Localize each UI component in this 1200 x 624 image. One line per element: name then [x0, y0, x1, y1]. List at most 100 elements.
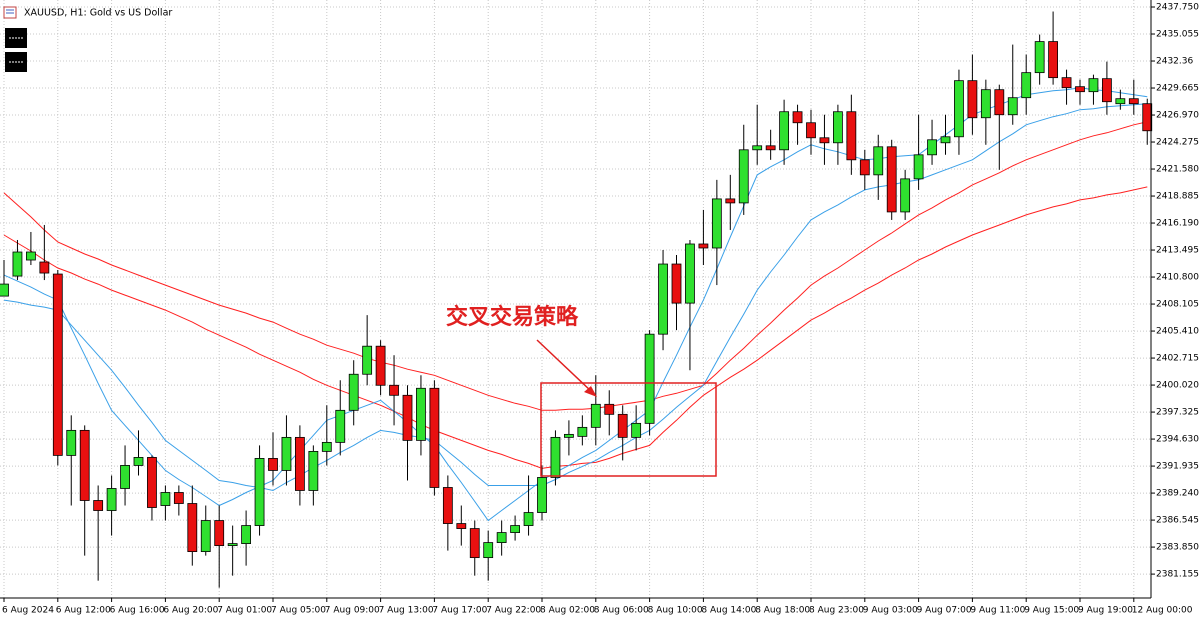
y-tick-label: 2397.325 [1156, 408, 1199, 418]
y-tick-label: 2405.410 [1156, 327, 1199, 337]
candle-body [1007, 97, 1018, 116]
candle-body [402, 394, 413, 441]
y-tick-label: 2389.240 [1156, 489, 1199, 499]
y-tick-label: 2432.36 [1156, 57, 1193, 67]
x-tick-label: 7 Aug 13:00 [379, 606, 434, 616]
candle-body [348, 373, 359, 411]
y-tick-label: 2381.155 [1156, 570, 1199, 580]
moving-average [3, 121, 1148, 411]
y-tick-label: 2402.715 [1156, 354, 1199, 364]
candle-body [416, 387, 426, 441]
candle-body [1088, 78, 1099, 93]
candle-body [913, 154, 924, 180]
candle-body [752, 145, 763, 151]
candle-body [711, 198, 722, 249]
x-tick-label: 7 Aug 17:00 [432, 606, 487, 616]
candle-body [523, 512, 534, 526]
candle-body [362, 345, 373, 375]
x-tick-label: 9 Aug 19:00 [1078, 606, 1133, 616]
x-tick-label: 12 Aug 00:00 [1132, 606, 1193, 616]
candle-body [940, 136, 951, 144]
candle-body [577, 426, 588, 437]
candle-body [79, 429, 90, 501]
candle-body [765, 145, 776, 151]
y-tick-label: 2421.580 [1156, 165, 1199, 175]
x-tick-label: 6 Aug 20:00 [163, 606, 218, 616]
candle-body [25, 251, 36, 261]
candle-body [1128, 98, 1139, 105]
candle-body [617, 413, 628, 438]
x-tick-label: 7 Aug 09:00 [325, 606, 380, 616]
arrow [536, 339, 593, 393]
candle-body [510, 525, 521, 533]
candle-body [294, 436, 305, 491]
candle-body [1115, 98, 1126, 105]
candle-body [1061, 77, 1072, 89]
y-tick-label: 2410.800 [1156, 273, 1199, 283]
x-tick-label: 8 Aug 14:00 [701, 606, 756, 616]
candle-body [967, 80, 978, 119]
candle-body [1075, 86, 1085, 93]
candle-body [227, 543, 238, 546]
candle-body [39, 261, 50, 274]
candle-body [308, 451, 319, 491]
candle-body [631, 422, 642, 438]
candle-body [160, 492, 171, 506]
candle-body [120, 465, 130, 489]
candle-body [846, 111, 857, 161]
candle-body [1034, 41, 1045, 74]
candles [0, 11, 1153, 588]
candle-body [564, 433, 574, 438]
candle-body [644, 333, 655, 424]
axis-labels: 2437.750 2435.055 2432.36 2429.665 2426.970 2… [2, 3, 1199, 616]
candle-body [685, 243, 695, 304]
candle-body [241, 525, 252, 544]
candle-body [859, 159, 870, 176]
moving-average [3, 186, 1148, 469]
candle-body [483, 542, 494, 559]
x-tick-label: 6 Aug 12:00 [56, 606, 111, 616]
x-tick-label: 8 Aug 06:00 [594, 606, 649, 616]
candle-body [456, 523, 467, 529]
candle-body [254, 458, 265, 526]
y-tick-label: 2424.275 [1156, 138, 1199, 148]
chart-title: XAUUSD, H1: Gold vs US Dollar [24, 8, 172, 19]
candle-body [806, 122, 816, 139]
candle-body [779, 111, 789, 151]
x-tick-label: 9 Aug 11:00 [970, 606, 1025, 616]
candle-body [886, 146, 897, 213]
candle-body [469, 528, 480, 559]
x-tick-label: 9 Aug 15:00 [1024, 606, 1079, 616]
candle-body [66, 429, 77, 456]
candle-body [833, 111, 843, 144]
candle-body [173, 492, 184, 504]
candle-body [550, 436, 561, 478]
y-tick-label: 2429.665 [1156, 84, 1199, 94]
y-tick-label: 2394.630 [1156, 435, 1199, 445]
candle-body [496, 532, 507, 543]
x-tick-label: 6 Aug 2024 [2, 606, 54, 616]
candle-body [1102, 78, 1112, 103]
moving-average [3, 103, 1148, 492]
candle-body [281, 436, 292, 471]
arrow-head [584, 386, 597, 397]
candle-body [1021, 72, 1032, 99]
candle-body [335, 409, 346, 443]
candle-body [954, 80, 964, 138]
candle-body [792, 111, 803, 124]
candle-body [738, 149, 749, 204]
candle-body [133, 457, 144, 466]
x-tick-label: 9 Aug 03:00 [863, 606, 918, 616]
y-tick-label: 2408.105 [1156, 300, 1199, 310]
candle-body [819, 137, 830, 144]
y-tick-label: 2426.970 [1156, 111, 1199, 121]
y-tick-label: 2418.885 [1156, 192, 1199, 202]
candle-body [52, 273, 63, 456]
y-tick-label: 2416.190 [1156, 219, 1199, 229]
candle-body [200, 520, 211, 553]
x-tick-label: 8 Aug 23:00 [809, 606, 864, 616]
candle-body [590, 403, 601, 428]
candle-body [873, 146, 884, 176]
candle-body [268, 458, 278, 471]
